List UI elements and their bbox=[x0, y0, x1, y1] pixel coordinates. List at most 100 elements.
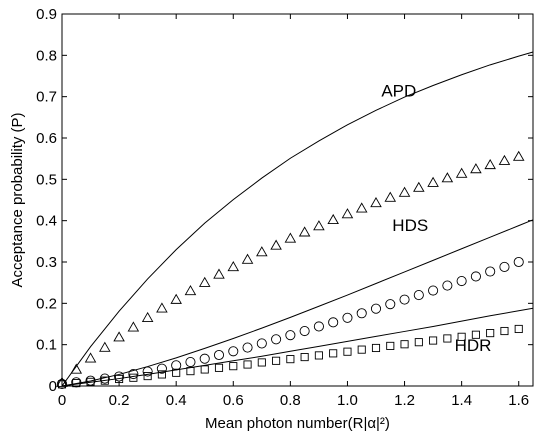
circle-marker bbox=[385, 299, 396, 310]
circle-marker bbox=[370, 303, 382, 314]
circle-marker bbox=[328, 317, 339, 328]
triangle-marker bbox=[170, 293, 182, 304]
circle-marker bbox=[128, 368, 139, 380]
square-marker bbox=[414, 338, 423, 347]
square-marker bbox=[100, 376, 109, 385]
triangle-marker bbox=[384, 191, 397, 202]
x-tick-label: 0.6 bbox=[223, 392, 244, 409]
x-tick-label: 0.8 bbox=[280, 392, 301, 409]
triangle-marker bbox=[99, 341, 111, 352]
circle-marker bbox=[271, 334, 282, 345]
triangle-marker bbox=[256, 246, 268, 257]
circle-marker bbox=[256, 338, 267, 349]
triangle-marker bbox=[441, 172, 454, 183]
axis-ticks: 0 0.2 0.4 0.6 0.8 1.0 1.2 1.4 1.6 0 0.1 0.2 0.3 0.4 0.… bbox=[36, 6, 533, 409]
annotations: APD HDS HDR bbox=[381, 82, 491, 355]
triangle-marker bbox=[327, 213, 339, 225]
y-tick-label: 0.8 bbox=[36, 47, 57, 64]
circle-marker bbox=[313, 321, 324, 332]
y-tick-label: 0.4 bbox=[36, 213, 57, 230]
square-marker bbox=[257, 358, 266, 367]
square-marker bbox=[471, 330, 480, 339]
series-line bbox=[61, 307, 534, 387]
y-tick-label: 0.7 bbox=[36, 89, 57, 106]
triangle-marker bbox=[355, 202, 368, 213]
square-marker bbox=[500, 326, 509, 336]
triangle-marker bbox=[141, 311, 154, 322]
square-marker bbox=[143, 372, 152, 381]
square-marker bbox=[314, 351, 323, 360]
square-marker bbox=[272, 356, 281, 365]
series-2 bbox=[61, 219, 534, 387]
square-marker bbox=[486, 329, 495, 338]
square-marker bbox=[72, 379, 81, 388]
annotation-label: APD bbox=[381, 82, 416, 101]
series-5 bbox=[57, 324, 523, 389]
x-tick-label: 1.4 bbox=[451, 392, 472, 409]
triangle-marker bbox=[484, 158, 496, 170]
x-tick-label: 1.6 bbox=[508, 392, 529, 409]
y-tick-label: 0.3 bbox=[36, 254, 57, 271]
circle-marker bbox=[413, 290, 424, 301]
y-axis-label: Acceptance probability (P) bbox=[9, 112, 26, 287]
circle-marker bbox=[142, 366, 153, 377]
series-1 bbox=[56, 150, 525, 387]
square-marker bbox=[400, 340, 409, 349]
circle-marker bbox=[242, 342, 253, 353]
triangle-marker bbox=[298, 226, 311, 237]
y-tick-label: 0 bbox=[49, 378, 57, 395]
circle-marker bbox=[213, 349, 225, 361]
circle-marker bbox=[485, 266, 496, 277]
square-marker bbox=[514, 324, 523, 334]
triangle-marker bbox=[113, 331, 125, 342]
x-tick-label: 0.4 bbox=[166, 392, 187, 409]
x-tick-label: 1.0 bbox=[337, 392, 358, 409]
triangle-marker bbox=[184, 285, 197, 296]
x-tick-label: 0.2 bbox=[109, 392, 130, 409]
triangle-marker bbox=[413, 181, 425, 192]
circle-marker bbox=[399, 294, 410, 305]
square-marker bbox=[229, 362, 238, 371]
circle-marker bbox=[299, 325, 310, 337]
square-marker bbox=[386, 341, 395, 350]
circle-marker bbox=[156, 363, 167, 374]
triangle-marker bbox=[313, 220, 325, 231]
triangle-marker bbox=[398, 186, 411, 197]
square-marker bbox=[157, 370, 166, 379]
circle-marker bbox=[342, 312, 353, 323]
square-marker bbox=[371, 343, 381, 353]
circle-marker bbox=[99, 373, 110, 384]
circle-marker bbox=[442, 280, 453, 291]
y-tick-label: 0.5 bbox=[36, 171, 57, 188]
annotation-label: HDR bbox=[455, 336, 492, 355]
square-marker bbox=[329, 349, 338, 358]
x-tick-label: 1.2 bbox=[394, 392, 415, 409]
circle-marker bbox=[499, 261, 510, 273]
square-marker bbox=[172, 368, 181, 377]
triangle-marker bbox=[127, 321, 140, 332]
series-4 bbox=[61, 307, 534, 387]
square-marker bbox=[357, 345, 366, 354]
triangle-marker bbox=[156, 302, 168, 313]
square-marker bbox=[429, 336, 438, 345]
series-0 bbox=[61, 51, 534, 387]
series-line bbox=[61, 51, 534, 387]
y-tick-label: 0.9 bbox=[36, 6, 57, 23]
square-marker bbox=[443, 334, 452, 343]
square-marker bbox=[243, 360, 252, 369]
y-tick-label: 0.1 bbox=[36, 337, 57, 354]
circle-marker bbox=[285, 330, 296, 341]
square-marker bbox=[457, 332, 466, 341]
triangle-marker bbox=[227, 261, 240, 272]
circle-marker bbox=[185, 356, 196, 368]
x-axis-label: Mean photon number(R|α|²) bbox=[205, 415, 390, 432]
triangle-marker bbox=[341, 208, 354, 219]
series-line bbox=[61, 219, 534, 387]
square-marker bbox=[214, 363, 224, 372]
circle-marker bbox=[456, 275, 467, 287]
square-marker bbox=[343, 347, 352, 356]
triangle-marker bbox=[455, 167, 468, 178]
triangle-marker bbox=[498, 154, 511, 165]
triangle-marker bbox=[512, 150, 525, 161]
